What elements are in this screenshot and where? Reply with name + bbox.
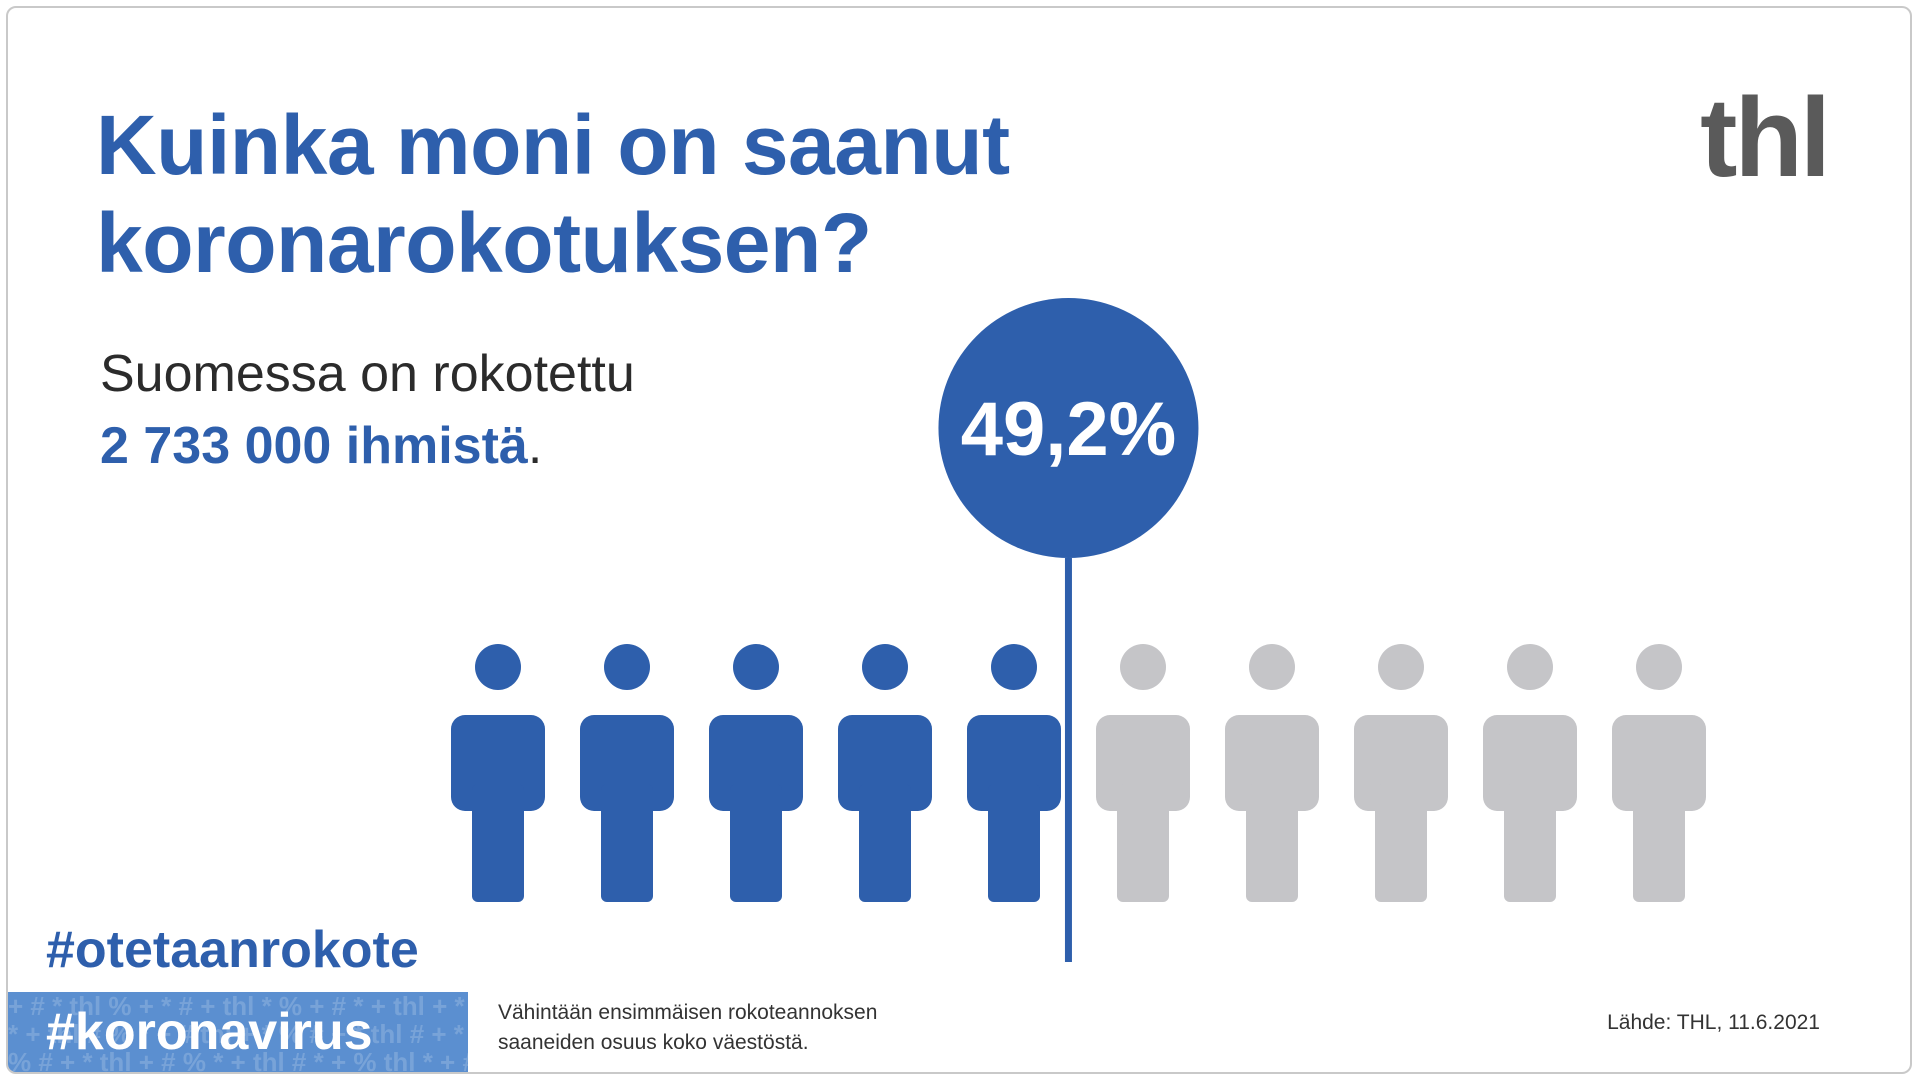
person-icon: [1225, 644, 1319, 902]
footnote-line-2: saaneiden osuus koko väestöstä.: [498, 1031, 809, 1054]
person-icon: [838, 644, 932, 902]
title-line-2: koronarokotuksen?: [96, 196, 872, 290]
person-icon: [1612, 644, 1706, 902]
person-icon: [709, 644, 803, 902]
thl-logo: thl: [1700, 75, 1831, 200]
infographic-card: Kuinka moni on saanut koronarokotuksen? …: [6, 6, 1912, 1074]
source-text: Lähde: THL, 11.6.2021: [1607, 1011, 1820, 1034]
percent-marker-circle: [938, 298, 1199, 558]
person-icons: [451, 644, 1706, 902]
person-icon: [580, 644, 674, 902]
hashtag-koronavirus: #koronavirus: [46, 1003, 373, 1061]
person-icon: [1096, 644, 1190, 902]
person-icon: [1483, 644, 1577, 902]
subtitle-line-1: Suomessa on rokotettu: [100, 345, 635, 403]
footnote-line-1: Vähintään ensimmäisen rokoteannoksen: [498, 1001, 878, 1024]
page-title: Kuinka moni on saanut koronarokotuksen?: [96, 96, 1010, 292]
person-icon: [451, 644, 545, 902]
subtitle-suffix: .: [527, 417, 543, 475]
decorative-pattern: + # * thl % + * # + thl * % + # * + thl …: [8, 992, 468, 1074]
pictogram-chart: 49,2%: [451, 298, 1706, 962]
footnote: Vähintään ensimmäisen rokoteannoksen saa…: [498, 998, 877, 1058]
person-icon: [967, 644, 1061, 902]
vaccinated-count: 2 733 000 ihmistä: [100, 417, 528, 475]
hashtag-otetaanrokote: #otetaanrokote: [46, 921, 419, 979]
hashtag-koronavirus-box: + # * thl % + * # + thl * % + # * + thl …: [8, 992, 468, 1074]
person-icon: [1354, 644, 1448, 902]
title-line-1: Kuinka moni on saanut: [96, 98, 1010, 192]
percent-label: 49,2%: [961, 387, 1177, 472]
subtitle: Suomessa on rokotettu 2 733 000 ihmistä.: [100, 338, 635, 482]
